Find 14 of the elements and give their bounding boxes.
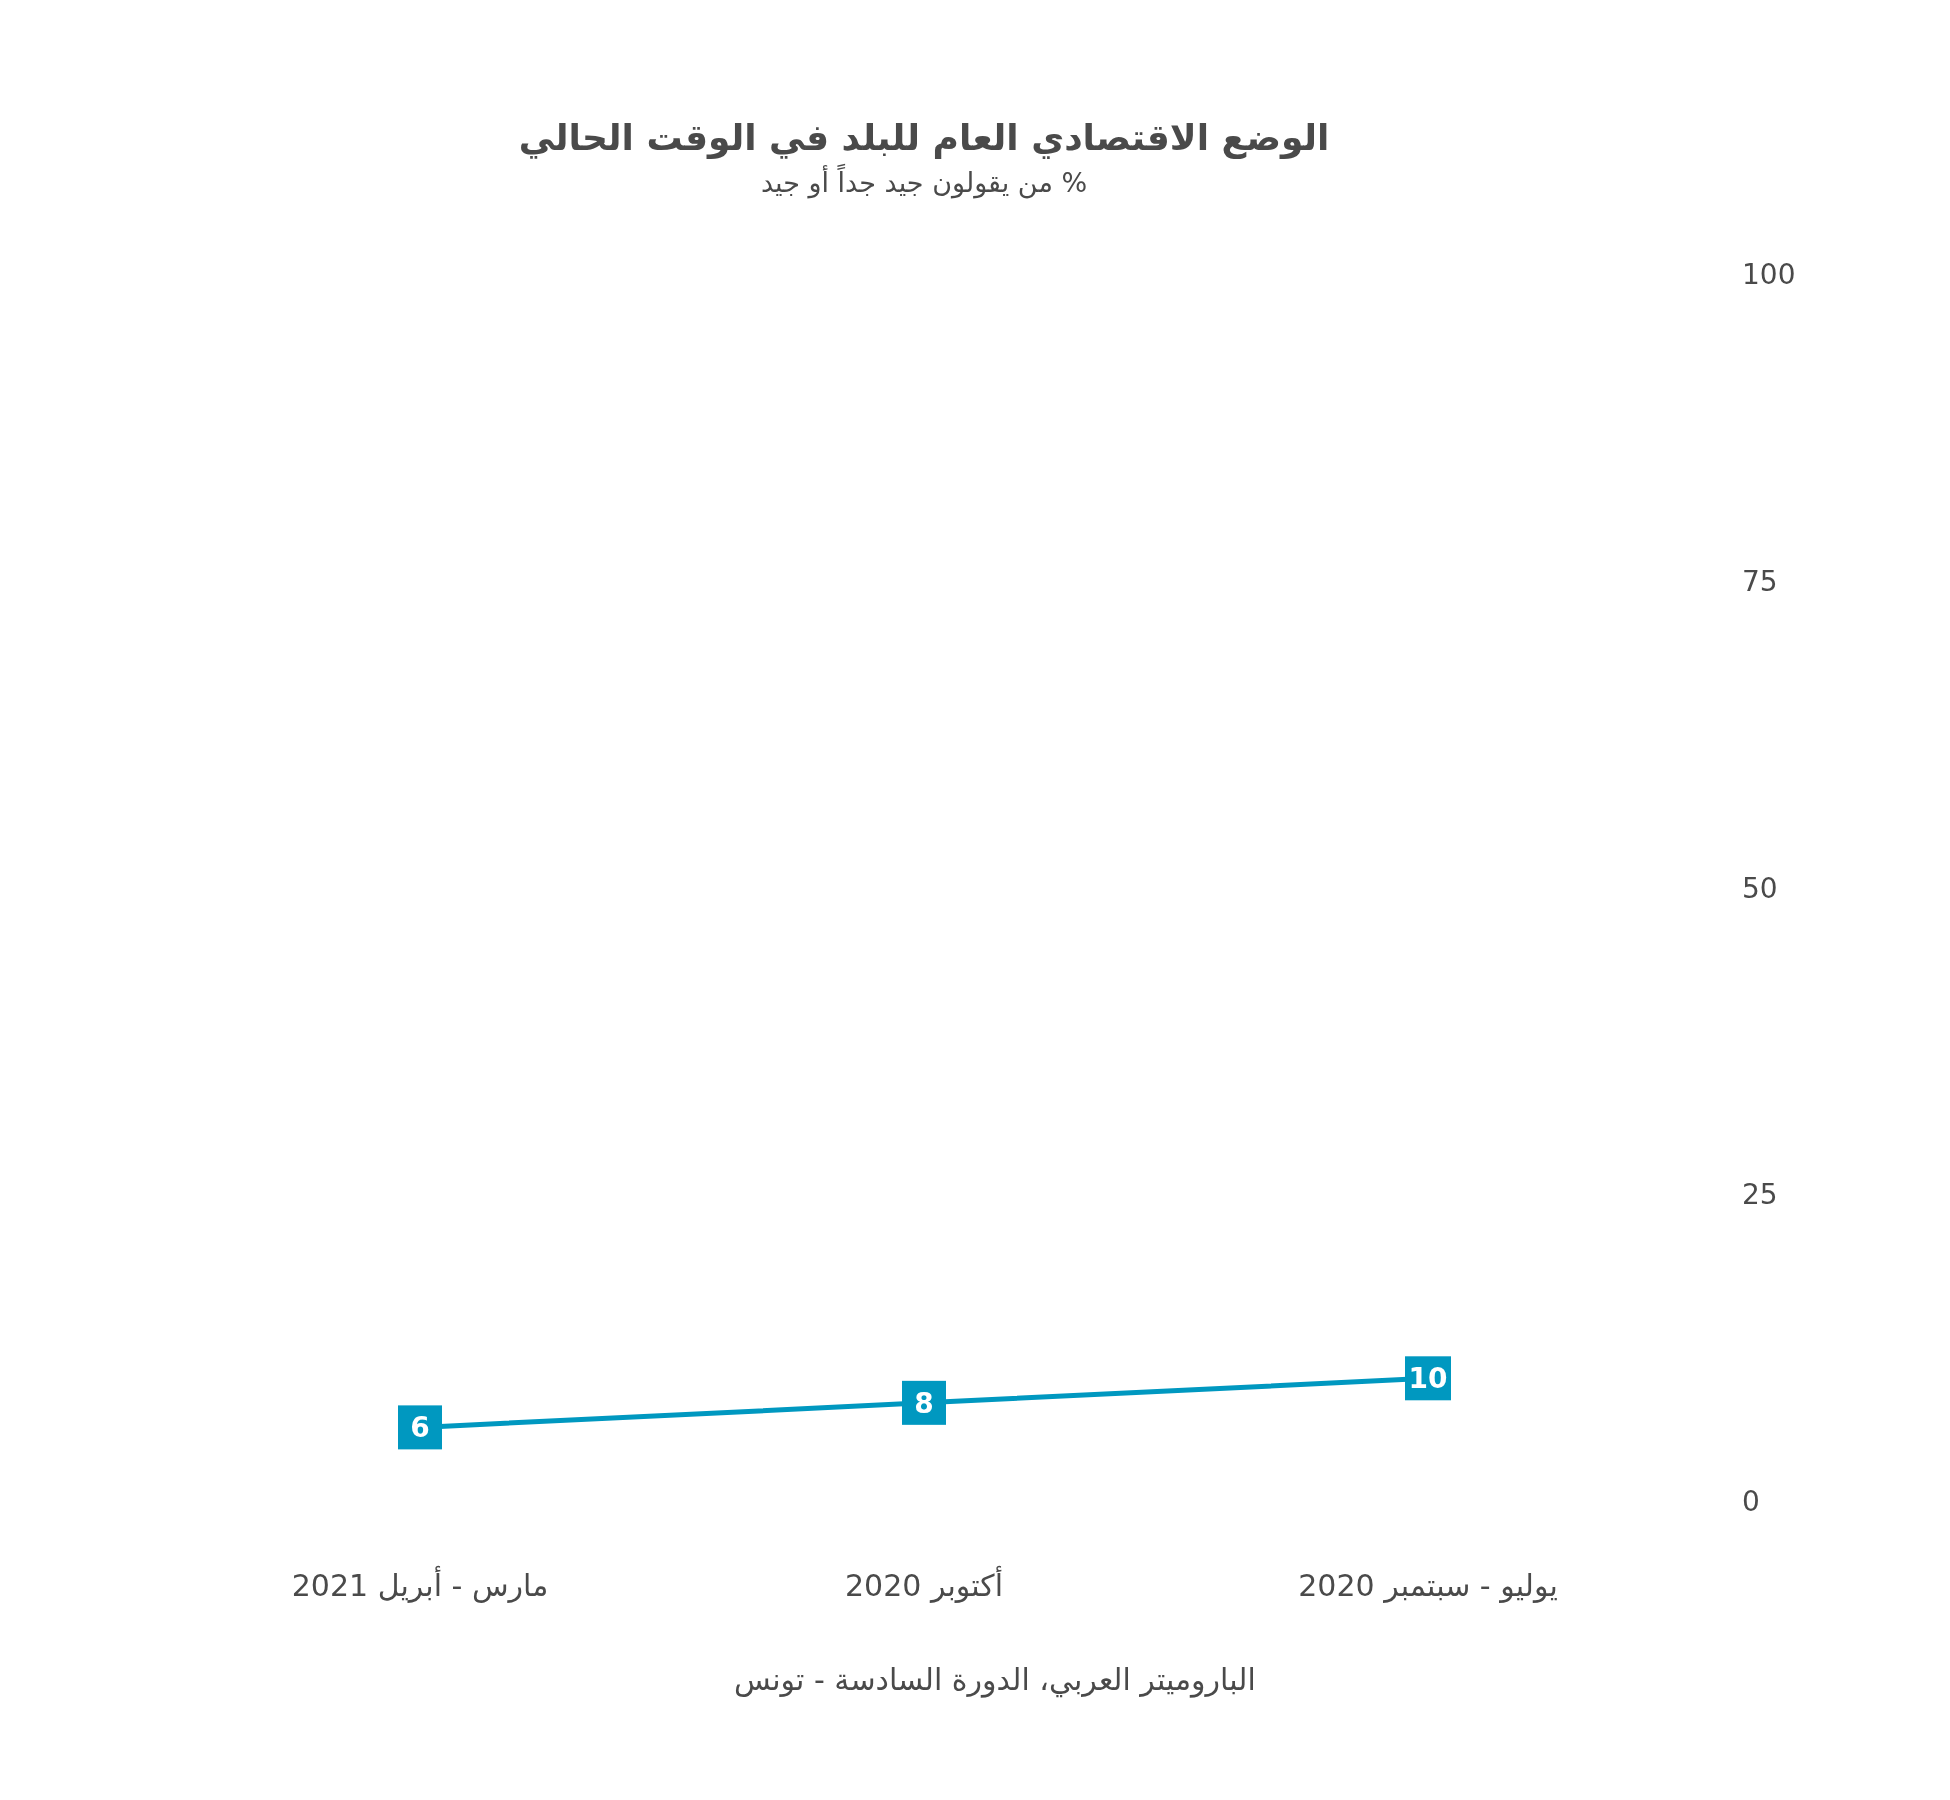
y-tick-label: 25 bbox=[1742, 1178, 1778, 1212]
x-tick-label: مارس - أبريل 2021 bbox=[291, 1565, 549, 1603]
data-label: 8 bbox=[914, 1386, 934, 1420]
y-tick-label: 75 bbox=[1742, 564, 1778, 598]
data-label: 6 bbox=[410, 1411, 430, 1445]
chart-subtitle: % من يقولون جيد جداً أو جيد bbox=[760, 163, 1088, 199]
text: الباروميتر العربي، الدورة السادسة - تونس bbox=[734, 1662, 1256, 1698]
x-tick-label: يوليو - سبتمبر 2020 bbox=[1298, 1568, 1558, 1603]
data-label: 10 bbox=[1408, 1362, 1448, 1396]
y-tick-label: 0 bbox=[1742, 1485, 1760, 1518]
chart-title: الوضع الاقتصادي العام للبلد في الوقت الحالي bbox=[518, 117, 1330, 159]
y-tick-label: 50 bbox=[1742, 871, 1778, 905]
x-tick-label: أكتوبر 2020 bbox=[845, 1565, 1003, 1603]
y-tick-label: 100 bbox=[1742, 258, 1796, 291]
